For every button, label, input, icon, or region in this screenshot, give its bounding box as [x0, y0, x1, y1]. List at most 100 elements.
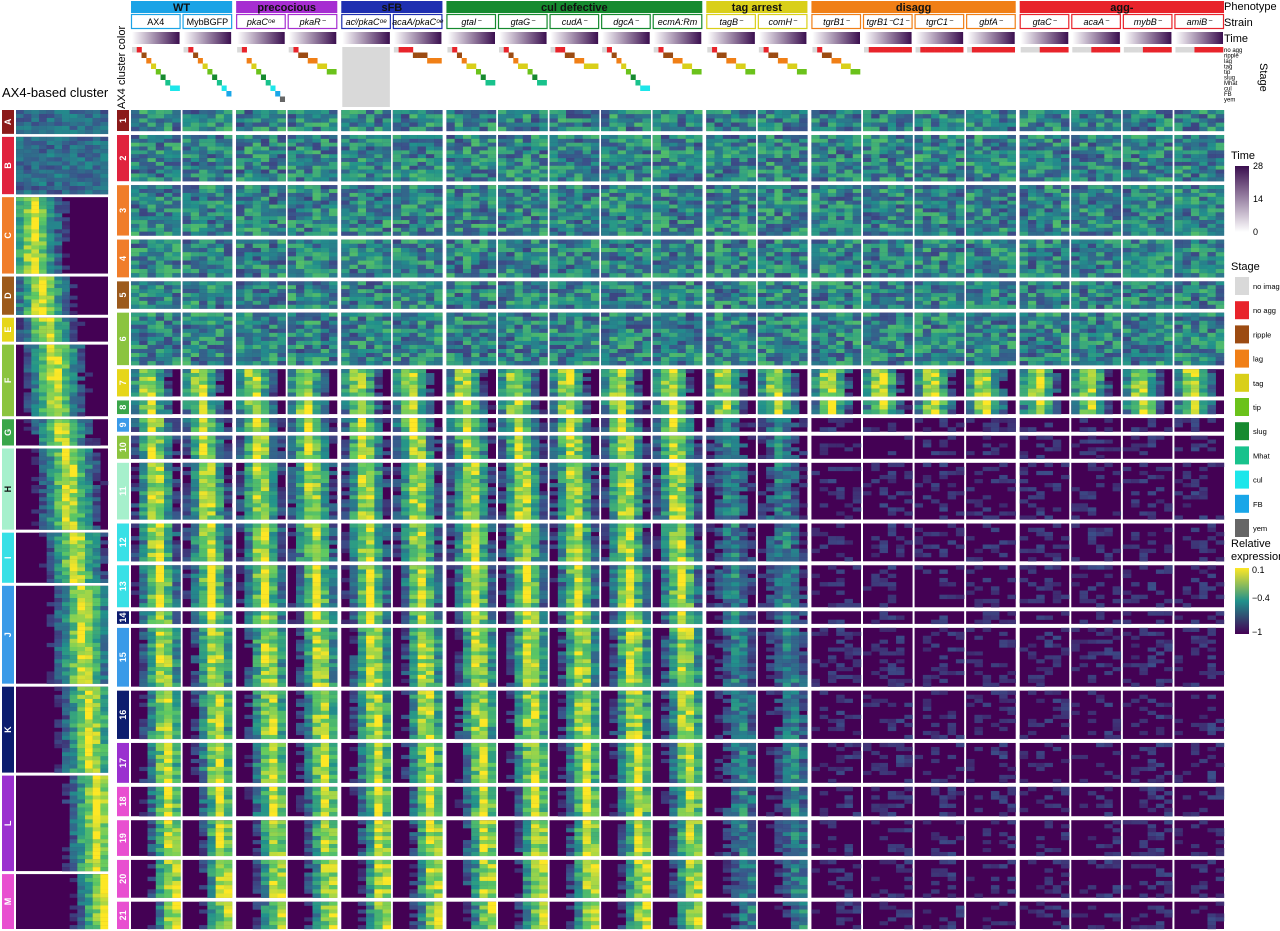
ax4-heat-cell — [85, 803, 93, 808]
ax4-heat-cell — [23, 392, 32, 397]
heat-cell — [1147, 122, 1157, 127]
heat-cell — [811, 110, 820, 115]
heat-cell — [236, 208, 245, 213]
stage-cell — [934, 47, 940, 53]
ax4-heat-cell — [16, 265, 24, 270]
heat-cell — [879, 114, 888, 119]
ax4-heat-cell — [77, 743, 86, 749]
heat-cell — [320, 177, 330, 182]
ax4-heat-cell — [100, 117, 109, 123]
heat-cell — [1207, 158, 1216, 163]
ax4-heat-cell — [54, 291, 63, 296]
heat-cell — [236, 189, 245, 194]
heat-cell — [147, 231, 156, 236]
heat-cell — [514, 200, 523, 205]
heat-cell — [739, 158, 748, 163]
heat-cell — [1044, 177, 1053, 182]
heat-cell — [601, 161, 610, 166]
heat-cell — [1190, 165, 1200, 170]
heat-cell — [739, 138, 748, 143]
ax4-heat-cell — [100, 917, 109, 922]
strain-box — [130, 13, 181, 30]
heat-cell — [155, 185, 165, 190]
ax4-heat-cell — [62, 646, 70, 652]
heat-cell — [844, 122, 853, 127]
heat-cell — [549, 220, 559, 225]
heat-cell — [199, 189, 208, 194]
heat-cell — [1174, 173, 1183, 178]
heat-cell — [147, 173, 156, 178]
ax4-heat-cell — [77, 679, 86, 684]
ax4-heat-cell — [77, 756, 86, 761]
heat-cell — [269, 177, 278, 182]
heat-cell — [625, 216, 635, 221]
heat-cell — [269, 122, 278, 127]
heat-cell — [634, 110, 643, 115]
heat-cell — [790, 212, 800, 217]
heat-cell — [172, 189, 181, 194]
ax4-heat-cell — [77, 145, 86, 150]
heat-cell — [487, 177, 497, 182]
ax4-heat-cell — [39, 325, 47, 330]
heat-cell — [660, 212, 670, 217]
ax4-heat-cell — [85, 851, 93, 856]
ax4-heat-cell — [69, 497, 78, 502]
strain-label: tgrC1⁻ — [926, 17, 954, 27]
heat-cell — [1104, 126, 1113, 132]
heat-cell — [574, 138, 583, 143]
ax4-heat-cell — [31, 173, 40, 178]
ax4-heat-cell — [39, 437, 47, 442]
heat-cell — [320, 122, 330, 127]
heat-cell — [1079, 122, 1089, 127]
heat-cell — [312, 138, 321, 143]
heat-cell — [574, 154, 583, 159]
heat-cell — [896, 177, 905, 182]
ax4-heat-cell — [100, 831, 109, 836]
ax4-heat-cell — [69, 690, 78, 696]
ax4-heat-cell — [31, 149, 40, 154]
heat-cell — [549, 208, 559, 213]
heat-cell — [522, 169, 532, 174]
ax4-cluster-color — [2, 874, 14, 929]
heat-cell — [694, 196, 703, 201]
heat-cell — [1079, 146, 1089, 151]
ax4-heat-cell — [69, 125, 78, 131]
heat-cell — [871, 150, 880, 155]
heat-cell — [566, 122, 575, 127]
ax4-heat-cell — [69, 642, 78, 648]
ax4-cluster-color — [2, 448, 14, 530]
ax4-heat-cell — [16, 185, 24, 191]
heat-cell — [694, 154, 703, 159]
heat-cell — [747, 165, 757, 170]
heat-cell — [182, 200, 192, 205]
heat-cell — [557, 177, 567, 182]
heat-cell — [731, 208, 740, 213]
heat-cell — [652, 154, 662, 159]
ax4-heat-cell — [23, 110, 32, 115]
heat-cell — [329, 110, 338, 115]
ax4-heat-cell — [85, 567, 93, 572]
ax4-heat-cell — [77, 548, 86, 553]
heat-cell — [182, 142, 192, 147]
heat-cell — [366, 110, 375, 115]
heat-cell — [1036, 138, 1045, 143]
heat-cell — [660, 158, 670, 163]
ax4-heat-cell — [39, 233, 47, 238]
heat-cell — [1019, 150, 1029, 155]
heat-cell — [366, 189, 375, 194]
heat-cell — [582, 161, 592, 166]
heat-cell — [766, 223, 775, 229]
heat-cell — [207, 134, 216, 140]
heat-cell — [401, 134, 410, 140]
ax4-heat-cell — [85, 799, 93, 804]
heat-cell — [799, 216, 808, 221]
ax4-heat-cell — [69, 703, 78, 708]
heat-cell — [790, 223, 800, 229]
heat-cell — [199, 196, 208, 201]
heat-cell — [320, 118, 330, 123]
heat-cell — [799, 189, 808, 194]
heat-cell — [539, 142, 548, 147]
ax4-heat-cell — [62, 575, 70, 580]
ax4-heat-cell — [77, 497, 86, 502]
ax4-heat-cell — [100, 807, 109, 812]
